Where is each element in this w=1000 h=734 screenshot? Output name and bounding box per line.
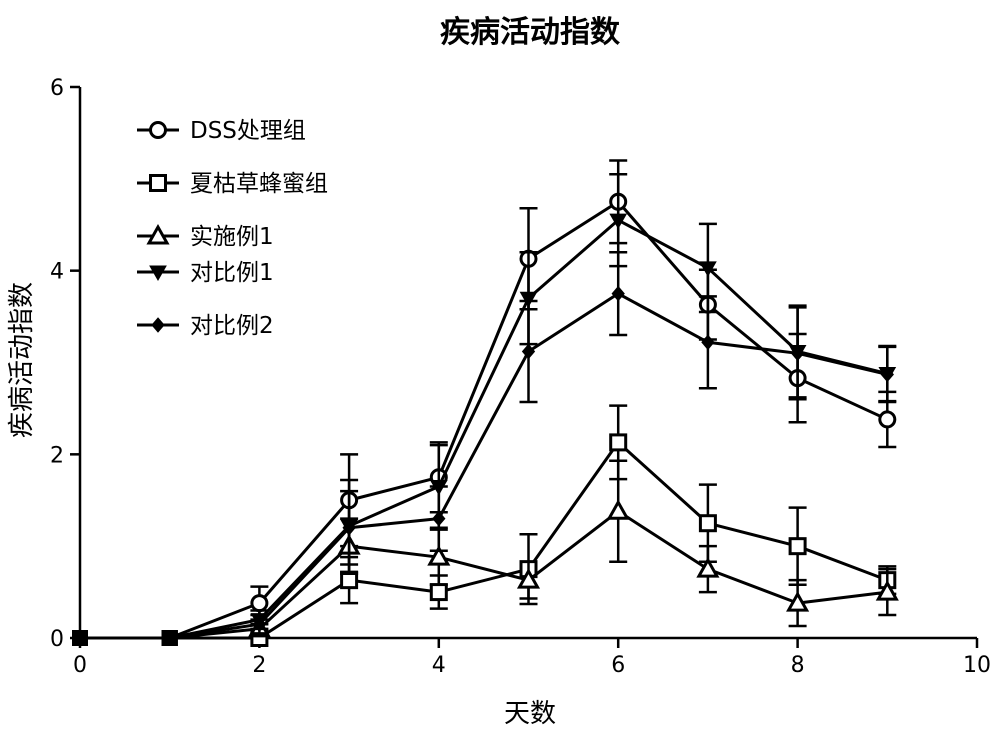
marker-diamond [432,510,446,527]
marker-circle [250,594,269,613]
legend-item-1: DSS处理组 [137,118,306,144]
legend-label: 夏枯草蜂蜜组 [190,171,328,197]
series-5 [72,251,897,646]
x-tick-label: 6 [611,653,625,678]
x-tick-label: 8 [791,653,805,678]
data-point-overlap [72,630,88,646]
legend-item-2: 夏枯草蜂蜜组 [137,171,328,197]
marker-triangle-down [519,291,538,308]
marker-triangle-up [786,591,810,612]
y-tick-label: 2 [50,443,64,468]
marker-triangle-up [146,223,170,245]
x-tick-label: 10 [963,653,991,678]
marker-diamond [521,343,536,360]
marker-circle [878,410,897,429]
series-line [80,218,888,640]
marker-square [698,514,717,533]
y-axis-label: 疾病活动指数 [7,282,37,438]
y-tick-label: 6 [50,76,64,101]
marker-triangle-up [606,499,630,520]
series-line [80,509,888,640]
marker-diamond [252,616,267,632]
marker-triangle-up [427,545,451,566]
marker-square [429,583,448,602]
series-line [80,200,888,640]
y-tick-label: 4 [50,260,64,285]
marker-triangle-down [699,261,717,277]
series-2 [72,404,897,647]
marker-diamond [342,520,356,536]
marker-square [149,174,167,192]
marker-triangle-down [609,213,628,230]
marker-triangle-up [516,568,541,589]
y-tick-label: 0 [50,627,64,652]
data-point-overlap [161,630,178,646]
marker-diamond [880,366,894,383]
legend-label: 对比例2 [190,313,274,339]
x-tick-label: 2 [252,653,266,678]
marker-triangle-down [149,265,167,282]
marker-triangle-up [875,580,899,601]
plot-area [72,159,899,647]
chart-title: 疾病活动指数 [440,15,621,50]
x-axis-label: 天数 [504,699,556,729]
legend-item-3: 实施例1 [137,223,274,250]
marker-diamond [790,345,805,362]
marker-square [609,433,628,452]
marker-diamond [611,285,625,302]
marker-triangle-up [696,557,720,578]
legend-label: 对比例1 [190,260,274,286]
series-line [80,440,888,640]
legend-label: 实施例1 [190,224,274,250]
legend-item-4: 对比例1 [137,260,274,286]
series-line [80,292,888,640]
marker-diamond [151,317,165,333]
series-3 [72,459,899,646]
x-tick-label: 4 [432,653,446,678]
x-tick-label: 0 [73,653,87,678]
legend-label: DSS处理组 [190,118,306,144]
legend-item-5: 对比例2 [137,313,274,339]
marker-square [788,537,807,556]
marker-circle [149,121,167,139]
marker-diamond [701,334,715,351]
